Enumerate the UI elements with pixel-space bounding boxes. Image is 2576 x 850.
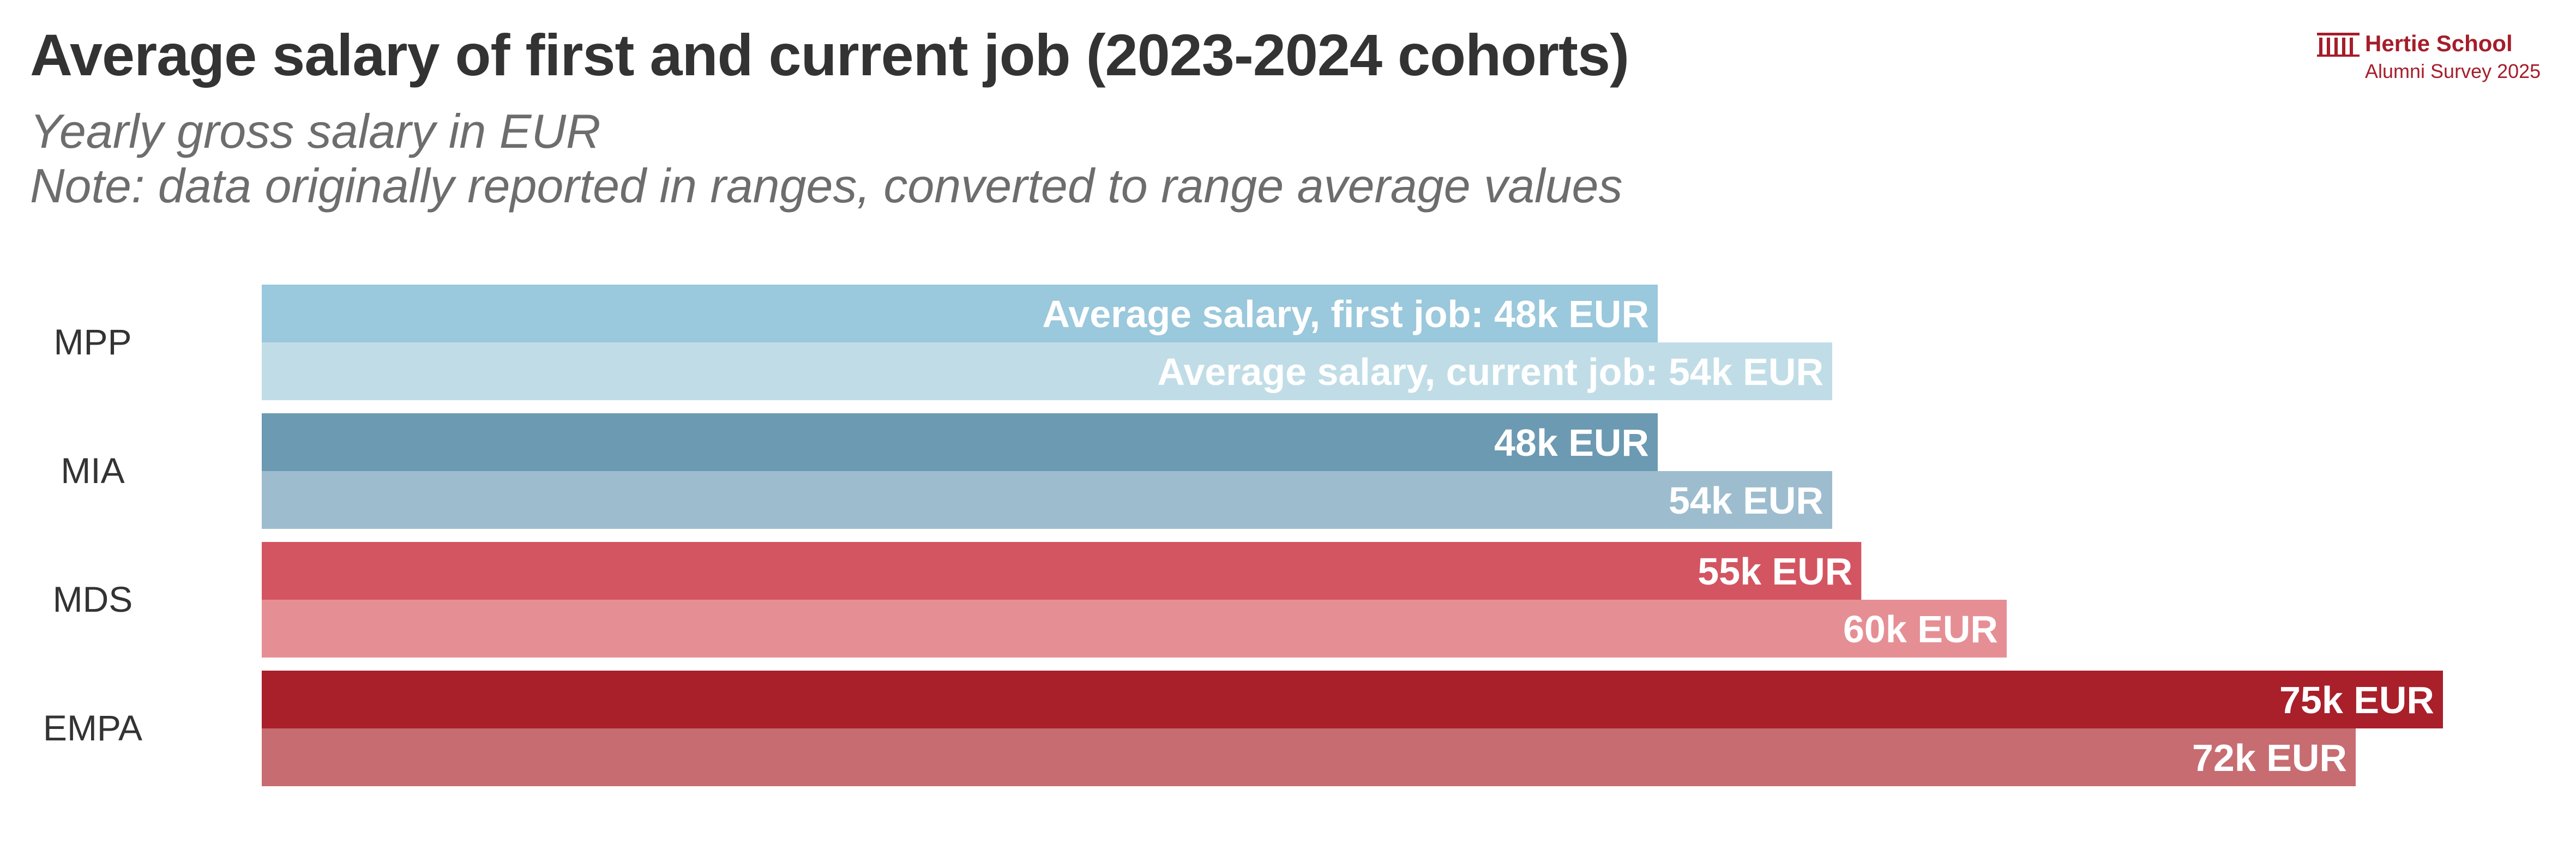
hertie-school-logo: Hertie School Alumni Survey 2025 [2317,28,2546,88]
bar-mia-current [262,471,1832,529]
bar-label-mia-current: 54k EUR [1669,479,1823,522]
bar-label-mpp-first: Average salary, first job: 48k EUR [1042,293,1649,335]
bar-label-empa-first: 75k EUR [2279,679,2434,721]
category-label-mds: MDS [53,579,133,619]
bar-mds-first [262,542,1862,600]
chart-title: Average salary of first and current job … [30,22,1629,88]
logo-name: Hertie School [2365,31,2513,56]
bar-label-mia-first: 48k EUR [1494,421,1649,464]
logo-subtitle: Alumni Survey 2025 [2365,60,2541,82]
bar-mpp-current [262,342,1832,400]
chart-note: Note: data originally reported in ranges… [30,159,1623,213]
bar-mds-current [262,600,2007,658]
category-label-mia: MIA [61,450,124,491]
bar-label-mpp-current: Average salary, current job: 54k EUR [1157,351,1823,393]
building-icon [2317,33,2360,57]
category-label-empa: EMPA [43,708,142,748]
bar-label-mds-first: 55k EUR [1698,550,1852,593]
bar-mpp-first [262,285,1658,342]
bar-empa-current [262,728,2356,786]
bar-mia-first [262,413,1658,471]
bar-label-mds-current: 60k EUR [1843,608,1998,650]
bar-empa-first [262,671,2443,728]
bar-label-empa-current: 72k EUR [2192,737,2347,779]
chart-subtitle: Yearly gross salary in EUR [30,104,601,158]
category-label-mpp: MPP [53,322,131,362]
